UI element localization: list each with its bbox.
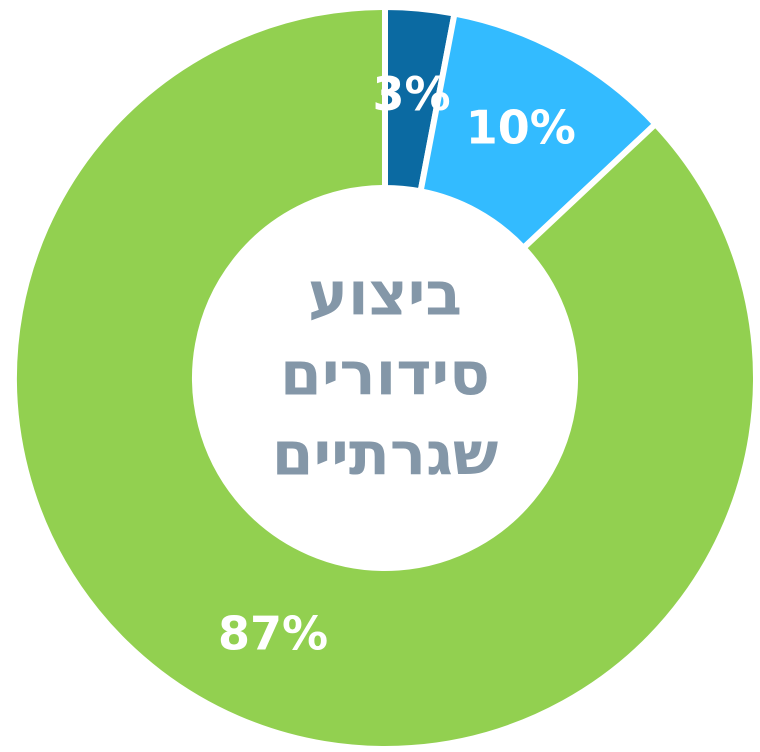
value-label: 3% — [372, 67, 450, 121]
value-label: 87% — [218, 606, 328, 660]
labels: 3% 10% 87% — [218, 67, 576, 661]
center-text: סידורים — [280, 340, 490, 410]
center-text: שגרתיים — [272, 420, 499, 490]
donut-slice — [11, 3, 759, 752]
center-label: ביצוע סידורים שגרתיים — [272, 260, 499, 490]
value-label: 10% — [466, 100, 576, 154]
center-text: ביצוע — [308, 260, 462, 330]
slices — [11, 3, 759, 752]
